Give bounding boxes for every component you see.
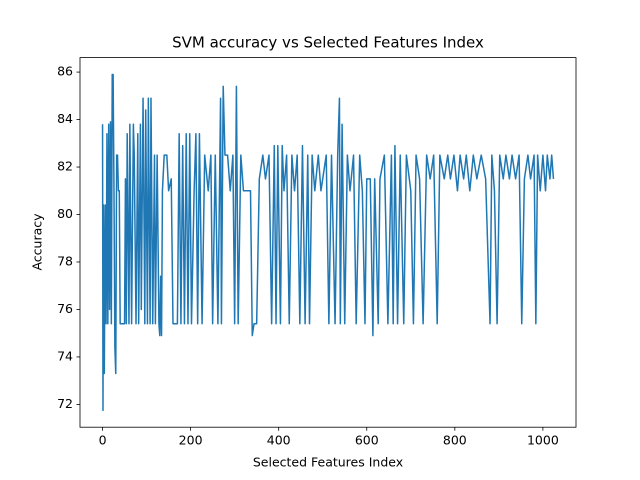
y-tick-label: 74 [57, 348, 73, 363]
data-line [101, 73, 555, 412]
y-tick-label: 80 [57, 206, 73, 221]
x-axis-label: Selected Features Index [253, 455, 403, 470]
y-tick-label: 78 [57, 253, 73, 268]
y-tick-label: 84 [57, 111, 73, 126]
y-tick-label: 72 [57, 396, 73, 411]
y-axis-label: Accuracy [30, 213, 45, 271]
y-tick-label: 86 [57, 64, 73, 79]
x-tick-label: 200 [179, 433, 203, 448]
y-tick-label: 82 [57, 159, 73, 174]
chart-title: SVM accuracy vs Selected Features Index [172, 34, 484, 52]
x-tick-label: 0 [99, 433, 107, 448]
x-tick-label: 600 [355, 433, 379, 448]
x-tick-label: 800 [443, 433, 467, 448]
y-tick-label: 76 [57, 301, 73, 316]
plot-frame [79, 57, 577, 428]
x-tick-label: 1000 [527, 433, 559, 448]
x-tick-label: 400 [267, 433, 291, 448]
